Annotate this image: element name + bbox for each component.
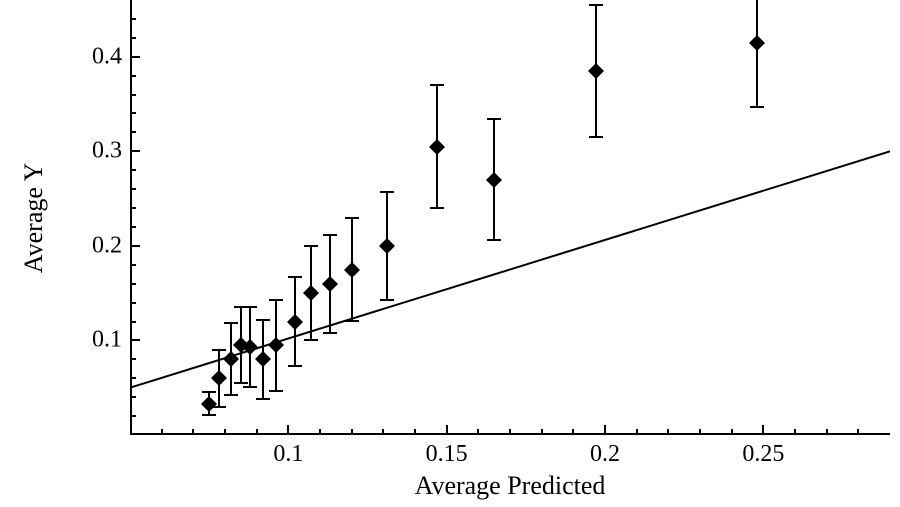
error-bar-cap: [430, 84, 444, 86]
error-bar-cap: [243, 386, 257, 388]
error-bar-cap: [224, 394, 238, 396]
error-bar-cap: [487, 239, 501, 241]
error-bar-cap: [487, 118, 501, 120]
reference-line: [0, 0, 900, 507]
error-bar-cap: [288, 365, 302, 367]
error-bar-cap: [269, 299, 283, 301]
data-point-marker: [318, 272, 342, 296]
error-bar-cap: [345, 320, 359, 322]
error-bar-cap: [243, 306, 257, 308]
data-point-marker: [340, 258, 364, 282]
data-point-marker: [745, 31, 769, 55]
data-point-marker: [264, 333, 288, 357]
error-bar-cap: [304, 339, 318, 341]
error-bar-cap: [345, 217, 359, 219]
data-point-marker: [482, 168, 506, 192]
error-bar-cap: [323, 234, 337, 236]
calibration-chart: 0.10.150.20.250.10.20.30.4Average Predic…: [0, 0, 900, 507]
data-point-marker: [283, 310, 307, 334]
error-bar-cap: [323, 332, 337, 334]
error-bar-cap: [380, 191, 394, 193]
error-bar-cap: [750, 106, 764, 108]
error-bar-cap: [304, 245, 318, 247]
error-bar-cap: [288, 276, 302, 278]
error-bar-cap: [256, 319, 270, 321]
error-bar-cap: [589, 136, 603, 138]
data-point-marker: [425, 135, 449, 159]
error-bar-cap: [256, 398, 270, 400]
error-bar-cap: [589, 4, 603, 6]
error-bar-cap: [234, 382, 248, 384]
error-bar-cap: [380, 299, 394, 301]
error-bar-cap: [224, 322, 238, 324]
error-bar-cap: [430, 207, 444, 209]
data-point-marker: [584, 59, 608, 83]
data-point-marker: [375, 234, 399, 258]
error-bar-cap: [269, 390, 283, 392]
error-bar-cap: [212, 406, 226, 408]
